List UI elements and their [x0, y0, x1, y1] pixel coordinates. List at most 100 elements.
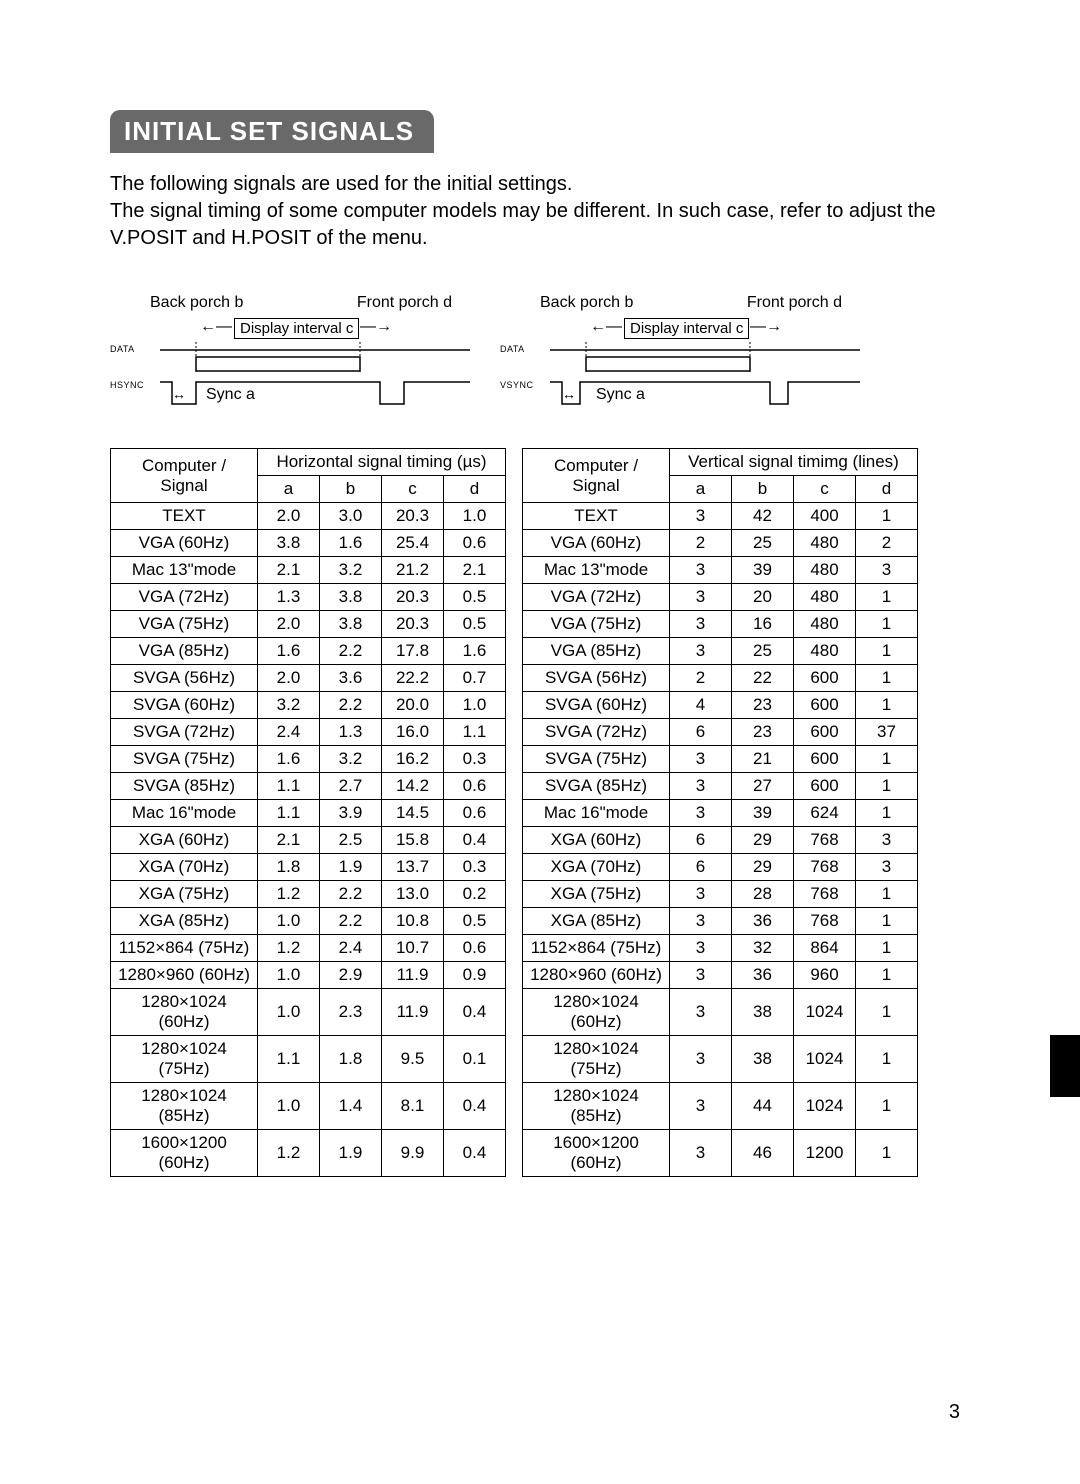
signal-name-cell: Mac 13"mode	[523, 557, 670, 584]
sync-label: Sync a	[206, 386, 255, 404]
col-a: a	[258, 476, 320, 503]
value-cell: 20.3	[382, 584, 444, 611]
table-row: VGA (60Hz)2254802	[523, 530, 918, 557]
value-cell: 3	[856, 557, 918, 584]
value-cell: 1.1	[444, 719, 506, 746]
value-cell: 3	[670, 962, 732, 989]
value-cell: 3	[670, 1083, 732, 1130]
value-cell: 1.3	[258, 584, 320, 611]
value-cell: 0.6	[444, 530, 506, 557]
table-row: XGA (70Hz)6297683	[523, 854, 918, 881]
value-cell: 0.5	[444, 611, 506, 638]
table-row: 1280×960 (60Hz)1.02.911.90.9	[111, 962, 506, 989]
value-cell: 21.2	[382, 557, 444, 584]
value-cell: 1	[856, 773, 918, 800]
table-row: VGA (75Hz)2.03.820.30.5	[111, 611, 506, 638]
value-cell: 9.5	[382, 1036, 444, 1083]
table-row: SVGA (72Hz)2.41.316.01.1	[111, 719, 506, 746]
value-cell: 1.0	[444, 503, 506, 530]
signal-name-cell: VGA (72Hz)	[523, 584, 670, 611]
timing-diagrams: Back porch b Front porch d Display inter…	[110, 294, 970, 414]
signal-name-cell: 1280×1024 (60Hz)	[523, 989, 670, 1036]
value-cell: 1.1	[258, 1036, 320, 1083]
value-cell: 23	[732, 692, 794, 719]
value-cell: 1	[856, 962, 918, 989]
signal-name-cell: SVGA (60Hz)	[523, 692, 670, 719]
signal-name-cell: TEXT	[111, 503, 258, 530]
value-cell: 25.4	[382, 530, 444, 557]
header-horizontal-timing: Horizontal signal timing (µs)	[258, 449, 506, 476]
value-cell: 768	[794, 854, 856, 881]
value-cell: 1.8	[258, 854, 320, 881]
table-row: XGA (75Hz)3287681	[523, 881, 918, 908]
value-cell: 16	[732, 611, 794, 638]
table-row: 1280×1024 (75Hz)1.11.89.50.1	[111, 1036, 506, 1083]
value-cell: 1	[856, 638, 918, 665]
value-cell: 2	[670, 530, 732, 557]
value-cell: 600	[794, 665, 856, 692]
value-cell: 480	[794, 584, 856, 611]
value-cell: 1	[856, 989, 918, 1036]
signal-name-cell: 1280×1024 (85Hz)	[111, 1083, 258, 1130]
hsync-label: HSYNC	[110, 380, 144, 390]
page-side-tab	[1050, 1035, 1080, 1097]
value-cell: 8.1	[382, 1083, 444, 1130]
signal-name-cell: 1280×1024 (85Hz)	[523, 1083, 670, 1130]
signal-name-cell: TEXT	[523, 503, 670, 530]
value-cell: 1	[856, 665, 918, 692]
table-row: XGA (70Hz)1.81.913.70.3	[111, 854, 506, 881]
value-cell: 624	[794, 800, 856, 827]
value-cell: 3	[670, 989, 732, 1036]
value-cell: 2.2	[320, 692, 382, 719]
value-cell: 1.1	[258, 773, 320, 800]
table-row: VGA (85Hz)1.62.217.81.6	[111, 638, 506, 665]
sync-arrows-icon: ↔	[172, 386, 186, 402]
page-number: 3	[949, 1401, 960, 1424]
sync-arrows-icon: ↔	[562, 386, 576, 402]
vertical-signal-table: Computer / Signal Vertical signal timimg…	[522, 448, 918, 1177]
value-cell: 1024	[794, 989, 856, 1036]
value-cell: 25	[732, 638, 794, 665]
value-cell: 10.7	[382, 935, 444, 962]
value-cell: 1200	[794, 1130, 856, 1177]
vertical-timing-diagram: Back porch b Front porch d Display inter…	[500, 294, 862, 414]
value-cell: 3.2	[320, 746, 382, 773]
value-cell: 1.9	[320, 1130, 382, 1177]
table-row: 1280×1024 (85Hz)1.01.48.10.4	[111, 1083, 506, 1130]
value-cell: 2.2	[320, 881, 382, 908]
value-cell: 2.9	[320, 962, 382, 989]
signal-name-cell: XGA (70Hz)	[523, 854, 670, 881]
value-cell: 1.2	[258, 1130, 320, 1177]
value-cell: 2.5	[320, 827, 382, 854]
value-cell: 13.0	[382, 881, 444, 908]
value-cell: 600	[794, 773, 856, 800]
signal-name-cell: XGA (70Hz)	[111, 854, 258, 881]
value-cell: 14.5	[382, 800, 444, 827]
signal-name-cell: 1600×1200 (60Hz)	[523, 1130, 670, 1177]
value-cell: 0.5	[444, 908, 506, 935]
signal-name-cell: SVGA (85Hz)	[523, 773, 670, 800]
value-cell: 0.4	[444, 1130, 506, 1177]
value-cell: 20.3	[382, 611, 444, 638]
value-cell: 600	[794, 746, 856, 773]
value-cell: 37	[856, 719, 918, 746]
value-cell: 16.0	[382, 719, 444, 746]
back-porch-label: Back porch b	[150, 294, 243, 312]
value-cell: 1	[856, 746, 918, 773]
signal-name-cell: 1280×960 (60Hz)	[523, 962, 670, 989]
value-cell: 17.8	[382, 638, 444, 665]
signal-name-cell: 1152×864 (75Hz)	[111, 935, 258, 962]
value-cell: 36	[732, 908, 794, 935]
signal-name-cell: SVGA (72Hz)	[111, 719, 258, 746]
value-cell: 768	[794, 908, 856, 935]
value-cell: 1	[856, 584, 918, 611]
value-cell: 480	[794, 557, 856, 584]
value-cell: 600	[794, 692, 856, 719]
display-interval-label: Display interval c	[234, 318, 359, 339]
table-row: Mac 13"mode2.13.221.22.1	[111, 557, 506, 584]
value-cell: 768	[794, 881, 856, 908]
signal-name-cell: SVGA (56Hz)	[111, 665, 258, 692]
value-cell: 6	[670, 827, 732, 854]
value-cell: 0.7	[444, 665, 506, 692]
value-cell: 3.8	[320, 611, 382, 638]
